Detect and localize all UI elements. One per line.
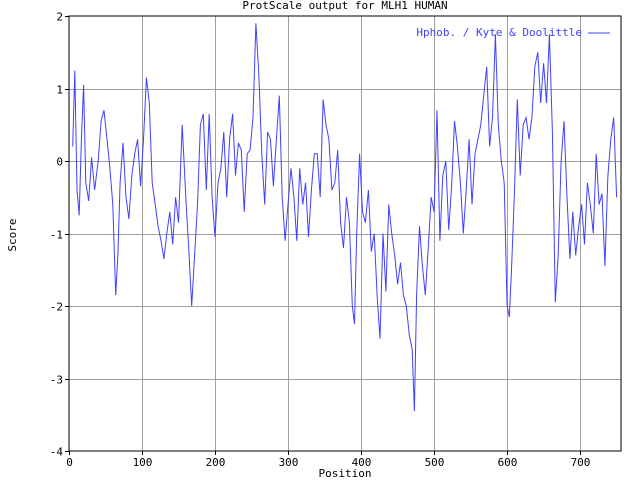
chart-title: ProtScale output for MLH1 HUMAN — [242, 0, 447, 12]
series-line-hydrophobicity — [72, 23, 618, 412]
x-tick-label: 700 — [571, 456, 591, 469]
y-tick-labels: 2 1 0 -1 -2 -3 -4 — [50, 11, 64, 459]
x-tick-label: 0 — [66, 456, 73, 469]
x-tick-label: 600 — [498, 456, 518, 469]
x-tick-label: 500 — [425, 456, 445, 469]
x-tick-label: 200 — [206, 456, 226, 469]
x-tick-label: 100 — [133, 456, 153, 469]
y-tick-label: -4 — [50, 446, 64, 459]
plot-frame — [68, 15, 622, 452]
y-tick-label: -1 — [50, 229, 63, 242]
legend-label: Hphob. / Kyte & Doolittle — [416, 26, 582, 39]
x-tick-labels: 0 100 200 300 400 500 600 700 — [66, 456, 590, 469]
y-tick-label: 0 — [56, 156, 63, 169]
y-tick-label: -3 — [50, 374, 63, 387]
x-tick-label: 400 — [352, 456, 372, 469]
y-tick-label: 2 — [56, 11, 63, 24]
x-tick-label: 300 — [279, 456, 299, 469]
y-axis-label: Score — [6, 218, 19, 251]
grid-lines — [69, 16, 621, 451]
x-axis-label: Position — [319, 467, 372, 480]
tick-marks — [65, 16, 581, 455]
legend: Hphob. / Kyte & Doolittle — [416, 26, 610, 39]
y-tick-label: 1 — [56, 84, 63, 97]
y-tick-label: -2 — [50, 301, 63, 314]
